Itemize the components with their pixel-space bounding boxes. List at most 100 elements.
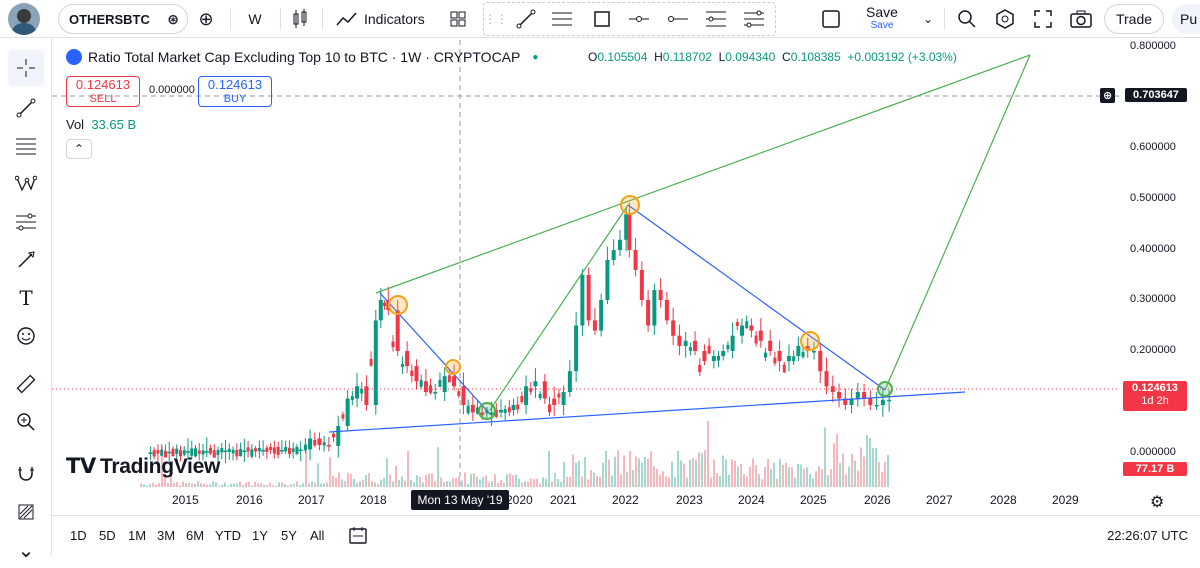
tradingview-logo-text: TradingView <box>99 455 220 478</box>
candle <box>360 382 364 401</box>
volume-bar <box>257 483 259 487</box>
horizontal-ray-icon[interactable] <box>625 4 653 34</box>
lock-drawings-icon[interactable] <box>8 494 44 530</box>
fib-tool-icon[interactable] <box>702 4 730 34</box>
volume-bar <box>251 485 253 487</box>
rectangle-tool-icon[interactable] <box>588 4 616 34</box>
emoji-tool-icon[interactable] <box>8 318 44 354</box>
save-label: Save <box>866 4 898 20</box>
candle <box>175 444 179 460</box>
buy-button[interactable]: 0.124613 BUY <box>198 76 272 107</box>
volume-legend[interactable]: Vol 33.65 B <box>66 117 136 132</box>
candle <box>369 351 373 368</box>
channel-top-line[interactable] <box>375 54 1031 294</box>
annotation-marker[interactable] <box>620 195 640 215</box>
projection-line[interactable] <box>884 54 1031 391</box>
utc-clock[interactable]: 22:26:07 UTC <box>1107 528 1188 543</box>
candle <box>837 383 842 408</box>
candle <box>279 440 284 455</box>
user-avatar[interactable] <box>8 3 40 35</box>
fib-svg <box>706 11 726 27</box>
volume-bar <box>854 460 856 487</box>
range-button-5y[interactable]: 5Y <box>281 528 297 543</box>
buy-label: BUY <box>223 93 247 105</box>
volume-bar <box>476 476 478 487</box>
volume-bar <box>752 458 754 487</box>
more-tools-icon[interactable]: ⌄ <box>17 539 35 562</box>
layout-square-icon[interactable] <box>818 4 844 34</box>
collapse-legend-button[interactable]: ⌃ <box>66 139 92 159</box>
volume-bar <box>308 483 310 487</box>
candle <box>466 399 470 416</box>
save-dropdown-icon[interactable]: ⌄ <box>922 12 934 26</box>
magnet-icon[interactable] <box>8 456 44 492</box>
annotation-marker[interactable] <box>800 331 820 351</box>
trendline-tool-icon[interactable] <box>512 4 540 34</box>
range-button-6m[interactable]: 6M <box>186 528 205 543</box>
time-scale-label: 2023 <box>676 493 703 507</box>
descending-trend-line-2022[interactable] <box>627 204 886 391</box>
candle <box>171 446 175 457</box>
support-line[interactable] <box>328 391 966 433</box>
crosshair-tool-icon[interactable] <box>8 50 44 86</box>
volume-bar <box>440 477 442 487</box>
zoom-in-icon[interactable] <box>8 404 44 440</box>
volume-bar <box>353 478 355 487</box>
indicators-button[interactable]: Indicators <box>336 4 436 34</box>
pattern-tool-icon[interactable] <box>8 166 44 202</box>
range-button-5d[interactable]: 5D <box>99 528 116 543</box>
range-button-1y[interactable]: 1Y <box>252 528 268 543</box>
annotation-marker[interactable] <box>478 402 496 420</box>
interval-button[interactable]: W <box>242 4 268 34</box>
annotation-marker[interactable] <box>388 295 408 315</box>
chart-canvas[interactable] <box>0 0 1200 555</box>
quick-search-icon[interactable] <box>954 4 980 34</box>
rally-line[interactable] <box>489 204 629 411</box>
chart-settings-icon[interactable]: ⚙ <box>1150 494 1165 511</box>
volume-bar <box>425 474 427 487</box>
sell-button[interactable]: 0.124613 SELL <box>66 76 140 107</box>
candle <box>533 368 538 399</box>
volume-bar <box>695 459 697 487</box>
price-scale-label: 0.300000 <box>1130 293 1176 305</box>
range-button-3m[interactable]: 3M <box>157 528 176 543</box>
trendline-tool-icon[interactable] <box>8 90 44 126</box>
volume-bar <box>800 464 802 487</box>
annotation-marker[interactable] <box>445 359 461 375</box>
volume-bar <box>530 478 532 487</box>
add-alert-plus-icon[interactable]: ⊕ <box>1100 88 1116 103</box>
range-button-1d[interactable]: 1D <box>70 528 87 543</box>
publish-button[interactable]: Pu <box>1172 4 1200 34</box>
volume-bar <box>797 463 799 487</box>
volume-bar <box>242 485 244 487</box>
settings-icon[interactable] <box>992 4 1018 34</box>
templates-icon[interactable] <box>446 4 470 34</box>
fib-retracement-icon[interactable] <box>8 128 44 164</box>
candles-icon[interactable] <box>288 4 312 34</box>
goto-date-icon[interactable] <box>348 525 368 550</box>
volume-bar <box>875 447 877 487</box>
candle <box>438 372 442 387</box>
candle <box>178 445 182 462</box>
drag-handle-icon[interactable]: ⋮⋮ <box>484 12 508 26</box>
add-symbol-icon[interactable]: ⊕ <box>198 8 214 29</box>
text-tool-icon[interactable]: T <box>19 286 33 310</box>
trade-button[interactable]: Trade <box>1104 4 1164 34</box>
symbol-search-button[interactable]: OTHERSBTC ⊛ <box>58 4 188 34</box>
chart-legend-title[interactable]: Ratio Total Market Cap Excluding Top 10 … <box>66 49 538 65</box>
range-button-ytd[interactable]: YTD <box>215 528 241 543</box>
projection-tool-icon[interactable] <box>8 204 44 240</box>
fullscreen-icon[interactable] <box>1030 4 1056 34</box>
snapshot-camera-icon[interactable] <box>1068 4 1094 34</box>
gann-tool-icon[interactable] <box>740 4 768 34</box>
annotation-marker[interactable] <box>877 381 893 397</box>
ruler-tool-icon[interactable] <box>8 366 44 402</box>
range-button-all[interactable]: All <box>310 528 325 543</box>
brush-tool-icon[interactable] <box>8 242 44 278</box>
range-button-1m[interactable]: 1M <box>128 528 147 543</box>
save-button[interactable]: Save Save <box>860 4 904 34</box>
horizontal-line-icon[interactable] <box>664 4 692 34</box>
volume-bar <box>443 482 445 487</box>
candle <box>254 445 258 457</box>
parallel-channel-icon[interactable] <box>548 4 576 34</box>
